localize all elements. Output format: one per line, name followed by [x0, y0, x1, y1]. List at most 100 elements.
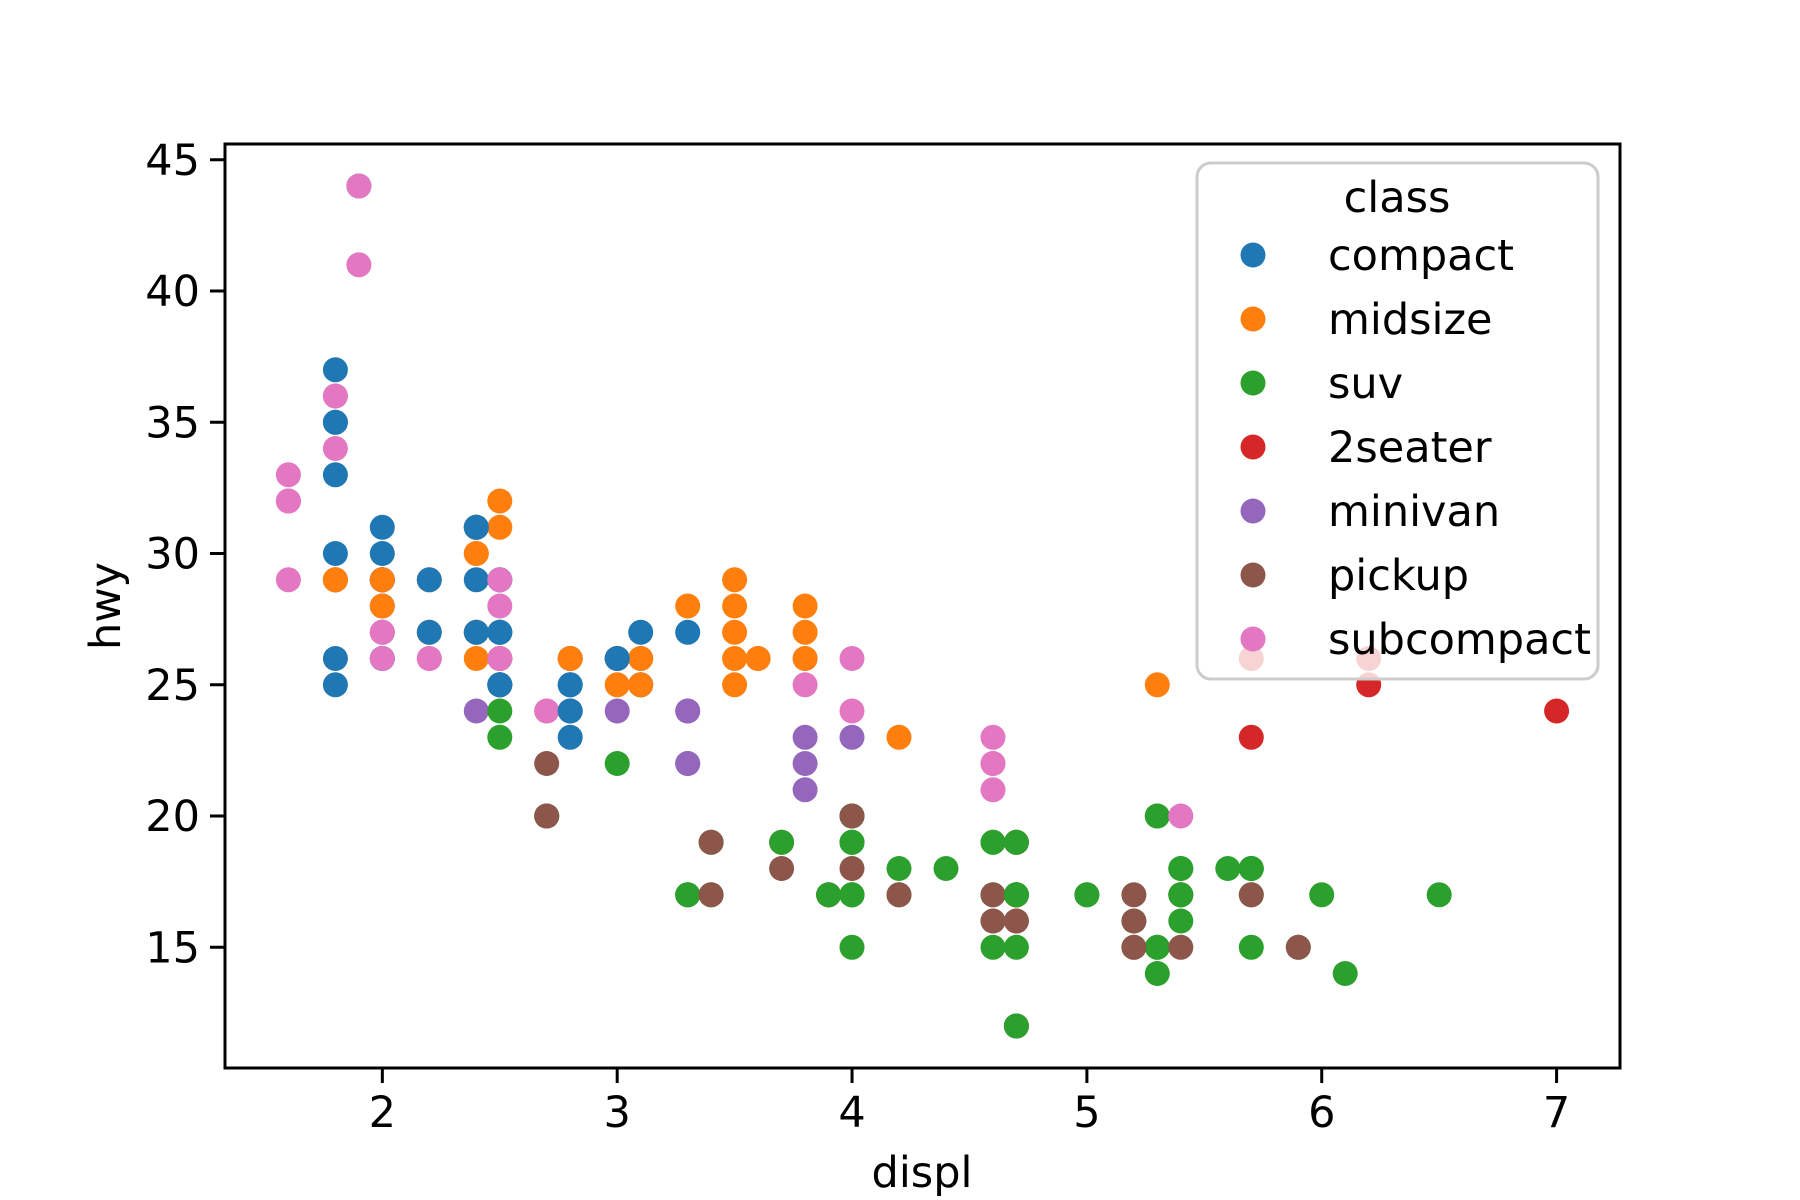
data-point-subcompact — [980, 724, 1006, 750]
data-point-pickup — [1238, 882, 1264, 908]
data-point-subcompact — [487, 567, 513, 593]
data-point-midsize — [1144, 672, 1170, 698]
data-point-midsize — [722, 567, 748, 593]
data-point-midsize — [369, 567, 395, 593]
data-point-subcompact — [792, 672, 818, 698]
data-point-compact — [369, 514, 395, 540]
data-point-subcompact — [275, 567, 301, 593]
x-tick-label: 3 — [604, 1088, 631, 1138]
legend-swatch-suv — [1240, 370, 1266, 396]
y-tick-label: 30 — [145, 530, 200, 580]
axes-box — [223, 142, 1622, 1070]
data-point-compact — [628, 619, 654, 645]
data-point-suv — [675, 882, 701, 908]
data-point-suv — [1168, 882, 1194, 908]
data-point-midsize — [463, 646, 489, 671]
data-point-midsize — [792, 646, 818, 671]
data-point-compact — [463, 514, 489, 540]
points-layer — [275, 173, 1570, 1039]
data-point-midsize — [487, 488, 513, 514]
legend-label-suv: suv — [1328, 359, 1403, 409]
data-point-compact — [322, 646, 348, 671]
data-point-pickup — [886, 882, 912, 908]
data-point-suv — [1003, 882, 1029, 908]
data-point-suv — [487, 698, 513, 724]
data-point-pickup — [769, 856, 795, 881]
x-tick-label: 2 — [369, 1088, 396, 1138]
data-point-subcompact — [416, 646, 442, 671]
y-tick-label: 20 — [145, 792, 200, 842]
data-point-pickup — [839, 856, 865, 881]
data-point-suv — [487, 724, 513, 750]
data-point-2seater — [1238, 724, 1264, 750]
data-point-compact — [322, 357, 348, 383]
legend-label-minivan: minivan — [1328, 487, 1500, 537]
x-axis-label: displ — [872, 1148, 973, 1198]
data-point-suv — [1238, 856, 1264, 881]
y-tick-label: 15 — [145, 923, 200, 973]
legend-label-midsize: midsize — [1328, 295, 1493, 345]
data-point-compact — [463, 567, 489, 593]
data-point-compact — [416, 567, 442, 593]
data-point-pickup — [1285, 934, 1311, 960]
data-point-midsize — [722, 619, 748, 645]
data-point-suv — [1238, 934, 1264, 960]
data-point-suv — [1003, 829, 1029, 855]
data-point-pickup — [534, 751, 560, 776]
data-point-suv — [604, 751, 630, 776]
data-point-suv — [1215, 856, 1241, 881]
legend: class compact midsize suv 2seater minivan pic… — [1195, 161, 1600, 681]
y-tick-label: 40 — [145, 267, 200, 317]
data-point-suv — [1144, 803, 1170, 829]
data-point-midsize — [628, 672, 654, 698]
data-point-midsize — [604, 672, 630, 698]
data-point-suv — [1003, 1013, 1029, 1039]
data-point-subcompact — [322, 383, 348, 409]
data-point-suv — [839, 829, 865, 855]
data-point-compact — [487, 619, 513, 645]
data-point-suv — [816, 882, 842, 908]
data-point-suv — [1168, 908, 1194, 934]
legend-box — [1195, 161, 1600, 681]
data-point-subcompact — [275, 488, 301, 514]
legend-title: class — [1344, 173, 1451, 223]
data-point-minivan — [792, 724, 818, 750]
data-point-minivan — [839, 724, 865, 750]
legend-swatch-compact — [1240, 242, 1266, 268]
data-point-pickup — [839, 803, 865, 829]
x-tick-label: 5 — [1073, 1088, 1100, 1138]
data-point-compact — [322, 672, 348, 698]
legend-label-pickup: pickup — [1328, 551, 1469, 601]
x-tick-label: 6 — [1308, 1088, 1335, 1138]
data-point-compact — [675, 619, 701, 645]
data-point-suv — [1426, 882, 1452, 908]
legend-swatch-subcompact — [1240, 626, 1266, 652]
data-point-midsize — [745, 646, 771, 671]
data-point-pickup — [980, 908, 1006, 934]
data-point-suv — [1074, 882, 1100, 908]
data-point-compact — [557, 698, 583, 724]
data-point-suv — [1144, 961, 1170, 986]
data-point-midsize — [792, 619, 818, 645]
data-point-midsize — [722, 593, 748, 619]
legend-label-subcompact: subcompact — [1328, 615, 1591, 665]
y-tick-label: 35 — [145, 398, 200, 448]
data-point-subcompact — [839, 698, 865, 724]
legend-label-2seater: 2seater — [1328, 423, 1492, 473]
data-point-suv — [1309, 882, 1335, 908]
legend-swatch-2seater — [1240, 434, 1266, 460]
x-ticks: 2 3 4 5 6 7 — [369, 1068, 1570, 1138]
data-point-suv — [1144, 934, 1170, 960]
y-tick-label: 45 — [145, 136, 200, 186]
y-axis-label: hwy — [81, 562, 131, 650]
data-point-compact — [463, 619, 489, 645]
data-point-subcompact — [487, 593, 513, 619]
legend-swatch-minivan — [1240, 498, 1266, 524]
data-point-midsize — [886, 724, 912, 750]
data-point-suv — [933, 856, 959, 881]
data-point-midsize — [792, 593, 818, 619]
data-point-suv — [1003, 934, 1029, 960]
x-tick-label: 4 — [838, 1088, 865, 1138]
data-point-subcompact — [275, 462, 301, 488]
data-point-midsize — [675, 593, 701, 619]
